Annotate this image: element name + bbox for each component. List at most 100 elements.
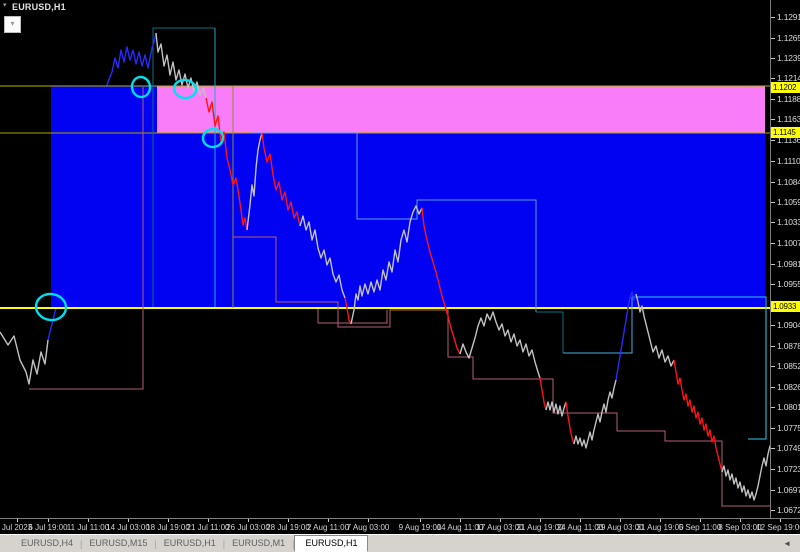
- time-tick: [620, 519, 621, 522]
- time-label: 14 Aug 11:00: [436, 523, 484, 532]
- price-path-segment: [673, 359, 723, 473]
- price-label: 1.1239: [777, 53, 800, 63]
- chart-tab-eurusd-m15[interactable]: EURUSD,M15: [89, 538, 148, 548]
- price-path: [0, 32, 770, 501]
- price-tick: [771, 140, 775, 141]
- price-label: 1.1110: [777, 156, 800, 166]
- price-tick: [771, 284, 775, 285]
- price-label: 1.1214: [777, 73, 800, 83]
- hand-circle-2: [172, 78, 198, 100]
- price-label: 1.0723: [777, 464, 800, 474]
- price-path-segment: [421, 207, 461, 355]
- time-axis[interactable]: Jul 2023 6 Jul 19:00 11 Jul 11:00 14 Jul 03…: [0, 518, 800, 534]
- time-label: 12 Sep 19:00: [756, 523, 800, 532]
- time-tick: [48, 519, 49, 522]
- chart-tab-eurusd-h4[interactable]: EURUSD,H4: [21, 538, 74, 548]
- time-label: 8 Sep 03:00: [718, 523, 762, 532]
- price-label: 1.0878: [777, 341, 800, 351]
- time-label: 9 Aug 19:00: [398, 523, 442, 532]
- price-label: 1.1265: [777, 33, 800, 43]
- price-path-segment: [721, 445, 770, 501]
- tab-separator: |: [154, 538, 157, 549]
- price-path-segment: [565, 401, 575, 445]
- price-tick: [771, 38, 775, 39]
- time-tick: [580, 519, 581, 522]
- time-label: 14 Jul 03:00: [106, 523, 150, 532]
- tab-scroll-left-icon[interactable]: ◄: [783, 539, 791, 548]
- price-label: 1.1084: [777, 177, 800, 187]
- price-tick: [771, 222, 775, 223]
- time-tick: [540, 519, 541, 522]
- time-tick: [660, 519, 661, 522]
- price-path-segment: [539, 377, 547, 411]
- cyan-box-right: [632, 296, 767, 440]
- price-path-segment: [350, 205, 423, 325]
- time-tick: [500, 519, 501, 522]
- price-label: 1.0801: [777, 402, 800, 412]
- price-axis[interactable]: 1.1291 1.1265 1.1239 1.1214 1.1188 1.1163 1.11…: [770, 0, 800, 518]
- tab-separator: |: [222, 538, 226, 549]
- time-label: 2 Aug 11:00: [306, 523, 350, 532]
- price-tick: [771, 448, 775, 449]
- hand-circle-3: [201, 127, 225, 149]
- time-label: Jul 2023: [1, 523, 33, 532]
- chart-tab-eurusd-h1-active[interactable]: EURUSD,H1: [294, 534, 369, 552]
- one-click-trading-icon: ▾: [10, 19, 15, 28]
- pink-supply-zone: [157, 86, 765, 133]
- hand-circle-1: [130, 75, 152, 99]
- one-click-trading-button[interactable]: ▾: [4, 16, 21, 33]
- price-tick: [771, 99, 775, 100]
- structure-lines: [29, 27, 770, 507]
- price-label: 1.0749: [777, 443, 800, 453]
- time-tick: [248, 519, 249, 522]
- time-label: 5 Sep 11:00: [678, 523, 722, 532]
- price-tick: [771, 346, 775, 347]
- price-label: 1.1136: [777, 135, 800, 145]
- chart-tab-bar: EURUSD,H4 | EURUSD,M15 | EURUSD,H1 | EURUSD,M1…: [0, 534, 800, 552]
- tab-separator: |: [292, 538, 295, 549]
- time-label: 24 Aug 11:00: [556, 523, 604, 532]
- price-tick: [771, 490, 775, 491]
- price-tick: [771, 469, 775, 470]
- symbol-period-label: EURUSD,H1: [12, 2, 66, 12]
- price-path-segment: [205, 97, 248, 231]
- chart-tab-eurusd-h1[interactable]: EURUSD,H1: [163, 538, 216, 548]
- symbol-marker-icon: ▾: [3, 2, 7, 9]
- price-tick: [771, 161, 775, 162]
- price-tick: [771, 202, 775, 203]
- price-tick: [771, 325, 775, 326]
- chart-canvas[interactable]: [0, 0, 770, 518]
- chart-plot-area[interactable]: ▾ EURUSD,H1 ▾: [0, 0, 770, 518]
- time-tick: [328, 519, 329, 522]
- price-tick: [771, 58, 775, 59]
- teal-box-left: [152, 27, 215, 307]
- price-tick: [771, 407, 775, 408]
- time-label: 29 Aug 03:00: [596, 523, 644, 532]
- time-tick: [420, 519, 421, 522]
- time-tick: [460, 519, 461, 522]
- price-path-segment: [635, 293, 675, 367]
- time-tick: [700, 519, 701, 522]
- price-label: 1.0697: [777, 485, 800, 495]
- price-path-segment: [111, 32, 157, 73]
- time-tick: [128, 519, 129, 522]
- chart-tab-eurusd-m1[interactable]: EURUSD,M1: [232, 538, 286, 548]
- price-path-segment: [459, 311, 541, 379]
- zones: [51, 86, 765, 307]
- price-label: 1.0904: [777, 320, 800, 330]
- time-label: 18 Jul 19:00: [146, 523, 190, 532]
- time-label: 26 Jul 03:00: [226, 523, 270, 532]
- price-level-tag: 1.0933: [771, 301, 800, 312]
- price-label: 1.0826: [777, 382, 800, 392]
- time-label: 28 Jul 19:00: [266, 523, 310, 532]
- price-tick: [771, 366, 775, 367]
- time-label: 17 Aug 03:00: [476, 523, 524, 532]
- price-level-tag: 1.1202: [771, 82, 800, 93]
- price-path-segment: [0, 331, 49, 385]
- price-path-segment: [573, 379, 617, 449]
- teal-step: [536, 311, 564, 353]
- small-step-box: [317, 309, 388, 324]
- price-label: 1.0775: [777, 423, 800, 433]
- price-tick: [771, 510, 775, 511]
- time-tick: [780, 519, 781, 522]
